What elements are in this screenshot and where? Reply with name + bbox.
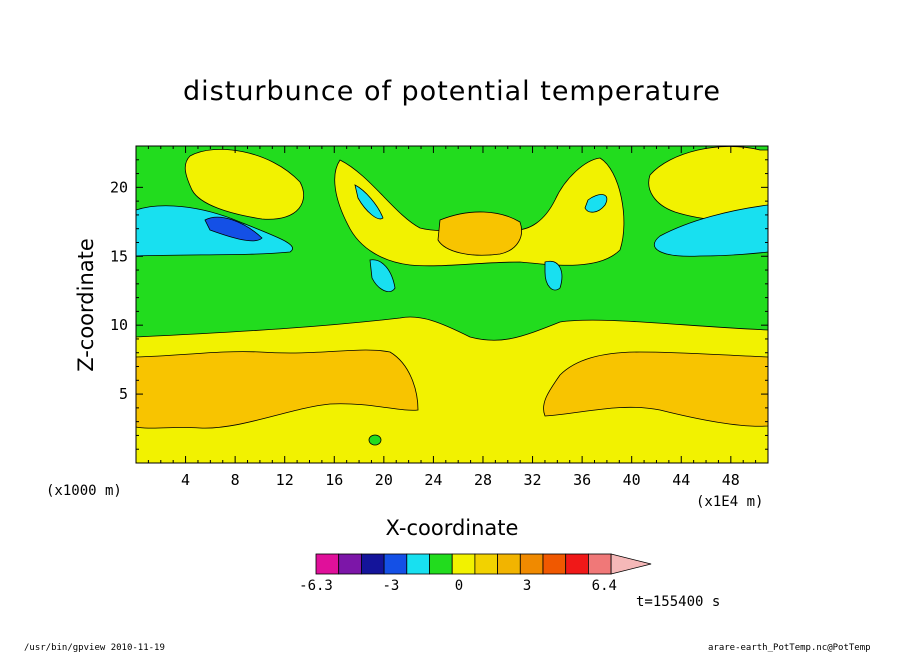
negative-core-left — [204, 216, 263, 242]
negative-blob-mid-left — [369, 259, 396, 292]
positive-blob-left — [184, 149, 304, 220]
colorbar-tick-label: -6.3 — [299, 578, 333, 594]
negative-blob-mid-right — [544, 260, 563, 291]
y-tick-label: 20 — [110, 178, 128, 196]
colorbar-swatch — [474, 553, 498, 575]
y-axis-label: Z-coordinate — [74, 238, 98, 372]
x-tick-label: 12 — [276, 471, 294, 489]
colorbar-swatch — [360, 553, 385, 575]
small-blob — [368, 434, 382, 446]
footer-left: /usr/bin/gpview 2010-11-19 — [24, 643, 165, 653]
positive-core — [437, 211, 522, 256]
negative-blob-upper-a — [354, 184, 384, 220]
colorbar-swatch — [429, 553, 453, 575]
chart-title: disturbunce of potential temperature — [183, 76, 721, 107]
colorbar-tick-label: 0 — [455, 578, 463, 594]
y-tick-label: 15 — [110, 247, 128, 265]
colorbar-tick-label: 6.4 — [592, 578, 617, 594]
x-tick-label: 4 — [181, 471, 190, 489]
colorbar-extend-arrow — [610, 553, 652, 575]
colorbar-swatch — [497, 553, 521, 575]
y-unit-label: (x1000 m) — [46, 483, 122, 499]
x-tick-label: 8 — [231, 471, 240, 489]
colorbar-swatch — [383, 553, 408, 575]
colorbar-tick-label: 3 — [523, 578, 531, 594]
footer-right: arare-earth_PotTemp.nc@PotTemp — [708, 643, 871, 653]
negative-blob-upper-b — [584, 194, 608, 213]
x-tick-label: 44 — [672, 471, 690, 489]
colorbar-swatch — [565, 553, 589, 575]
plot-frame — [135, 145, 769, 464]
time-label: t=155400 s — [636, 594, 721, 610]
x-tick-label: 36 — [573, 471, 591, 489]
x-tick-label: 48 — [722, 471, 740, 489]
x-unit-label: (x1E4 m) — [696, 494, 764, 510]
colorbar-tick-label: -3 — [382, 578, 399, 594]
colorbar-swatch — [451, 553, 476, 575]
colorbar-swatch — [338, 553, 362, 575]
colorbar: -6.3 -3 0 3 6.4 — [299, 553, 652, 594]
x-tick-label: 40 — [623, 471, 641, 489]
x-axis-label: X-coordinate — [385, 516, 519, 540]
x-tick-label: 16 — [325, 471, 343, 489]
colorbar-swatch — [542, 553, 567, 575]
colorbar-swatch — [406, 553, 430, 575]
colorbar-swatch — [588, 553, 612, 575]
colorbar-swatch — [315, 553, 340, 575]
positive-band-mid — [136, 349, 768, 429]
colorbar-swatch — [519, 553, 544, 575]
y-tick-label: 5 — [119, 385, 128, 403]
negative-blob-right — [653, 204, 768, 257]
x-tick-label: 32 — [524, 471, 542, 489]
y-tick-label: 10 — [110, 316, 128, 334]
x-tick-label: 24 — [424, 471, 442, 489]
x-tick-label: 20 — [375, 471, 393, 489]
x-tick-label: 28 — [474, 471, 492, 489]
